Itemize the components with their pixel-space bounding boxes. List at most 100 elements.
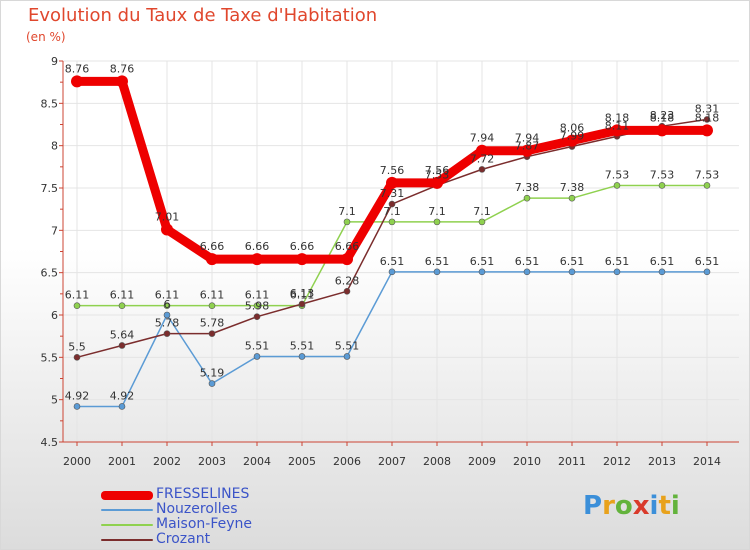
- y-tick-label: 6: [51, 309, 58, 322]
- x-tick-label: 2002: [153, 455, 181, 468]
- logo-letter: i: [649, 491, 659, 521]
- point-fresselines: [521, 144, 533, 157]
- x-tick-label: 2008: [423, 455, 451, 468]
- logo-letter: r: [602, 491, 615, 521]
- y-tick-label: 4.5: [41, 436, 59, 449]
- point-fresselines: [386, 176, 398, 189]
- data-label-crozant: 6.13: [290, 287, 315, 300]
- data-label-nouzerolles: 5.51: [335, 339, 360, 352]
- data-label-maison-feyne: 7.1: [428, 205, 446, 218]
- data-label-fresselines: 6.66: [200, 240, 225, 253]
- data-label-maison-feyne: 6.11: [200, 289, 225, 302]
- logo-letter: x: [632, 491, 650, 521]
- point-fresselines: [656, 124, 668, 137]
- data-label-fresselines: 8.18: [650, 111, 675, 124]
- x-tick-label: 2005: [288, 455, 316, 468]
- legend-swatch: [101, 509, 153, 511]
- y-tick-label: 9: [51, 55, 58, 68]
- data-label-fresselines: 7.01: [155, 210, 180, 223]
- data-label-crozant: 5.5: [68, 340, 86, 353]
- point-fresselines: [206, 253, 218, 266]
- point-fresselines: [71, 75, 83, 88]
- y-tick-label: 7: [51, 224, 58, 237]
- data-label-nouzerolles: 6: [164, 298, 171, 311]
- y-unit-label: (en %): [26, 30, 66, 44]
- logo-letter: o: [614, 491, 633, 521]
- data-label-maison-feyne: 7.53: [695, 168, 720, 181]
- data-label-maison-feyne: 7.38: [515, 181, 540, 194]
- data-label-nouzerolles: 5.51: [245, 339, 270, 352]
- data-label-maison-feyne: 6.11: [245, 289, 270, 302]
- point-maison-feyne: [343, 218, 351, 226]
- legend-swatch: [101, 524, 153, 526]
- data-label-nouzerolles: 6.51: [560, 255, 585, 268]
- point-crozant: [478, 166, 486, 173]
- x-tick-label: 2014: [693, 455, 721, 468]
- logo-letter: t: [658, 491, 671, 521]
- data-label-crozant: 7.31: [380, 187, 405, 200]
- series-points: [71, 75, 713, 410]
- data-label-fresselines: 7.56: [380, 164, 405, 177]
- point-maison-feyne: [208, 302, 216, 309]
- data-label-crozant: 7.53: [425, 168, 450, 181]
- point-nouzerolles: [613, 268, 621, 276]
- point-fresselines: [161, 223, 173, 236]
- data-label-nouzerolles: 6.51: [380, 255, 405, 268]
- data-label-nouzerolles: 6.51: [605, 255, 630, 268]
- x-tick-label: 2000: [63, 455, 91, 468]
- y-tick-label: 8: [51, 140, 58, 153]
- point-maison-feyne: [73, 302, 81, 309]
- y-tick-label: 8.5: [41, 97, 59, 110]
- data-label-fresselines: 7.94: [515, 132, 540, 145]
- point-crozant: [73, 354, 81, 361]
- point-maison-feyne: [253, 302, 261, 309]
- point-nouzerolles: [658, 268, 666, 276]
- point-nouzerolles: [208, 380, 216, 387]
- data-label-maison-feyne: 7.38: [560, 181, 585, 194]
- data-label-fresselines: 8.18: [695, 111, 720, 124]
- data-label-maison-feyne: 7.53: [605, 168, 630, 181]
- data-label-nouzerolles: 5.19: [200, 367, 225, 380]
- point-fresselines: [611, 124, 623, 137]
- x-tick-label: 2013: [648, 455, 676, 468]
- point-fresselines: [251, 253, 263, 266]
- point-crozant: [118, 342, 126, 349]
- y-tick-label: 7.5: [41, 182, 59, 195]
- x-tick-label: 2006: [333, 455, 361, 468]
- legend-swatch: [101, 490, 153, 500]
- point-maison-feyne: [118, 302, 126, 309]
- x-tick-label: 2009: [468, 455, 496, 468]
- point-nouzerolles: [478, 268, 486, 276]
- data-label-maison-feyne: 7.1: [338, 205, 356, 218]
- point-crozant: [343, 287, 351, 295]
- data-label-maison-feyne: 6.11: [290, 289, 315, 302]
- data-label-fresselines: 8.18: [605, 111, 630, 124]
- data-label-fresselines: 6.66: [290, 240, 315, 253]
- data-label-maison-feyne: 7.53: [650, 168, 675, 181]
- point-maison-feyne: [658, 182, 666, 189]
- point-crozant: [298, 300, 306, 308]
- data-label-crozant: 5.78: [200, 317, 225, 330]
- x-tick-label: 2011: [558, 455, 586, 468]
- legend-label: Maison-Feyne: [156, 516, 253, 532]
- data-label-maison-feyne: 6.11: [65, 289, 90, 302]
- point-fresselines: [431, 176, 443, 189]
- grid-lines: [63, 60, 739, 443]
- data-label-nouzerolles: 6.51: [650, 255, 675, 268]
- legend-label: FRESSELINES: [156, 486, 250, 502]
- x-tick-label: 2004: [243, 455, 271, 468]
- data-label-fresselines: 7.94: [470, 132, 495, 145]
- data-label-crozant: 7.99: [560, 130, 585, 143]
- x-tick-label: 2012: [603, 455, 631, 468]
- data-label-maison-feyne: 7.1: [473, 205, 491, 218]
- data-label-crozant: 5.98: [245, 300, 270, 313]
- point-fresselines: [566, 134, 578, 147]
- point-maison-feyne: [703, 182, 711, 189]
- data-label-fresselines: 6.66: [335, 240, 360, 253]
- point-nouzerolles: [163, 311, 171, 319]
- point-nouzerolles: [118, 403, 126, 410]
- point-fresselines: [341, 253, 353, 266]
- logo-letter: i: [670, 491, 680, 521]
